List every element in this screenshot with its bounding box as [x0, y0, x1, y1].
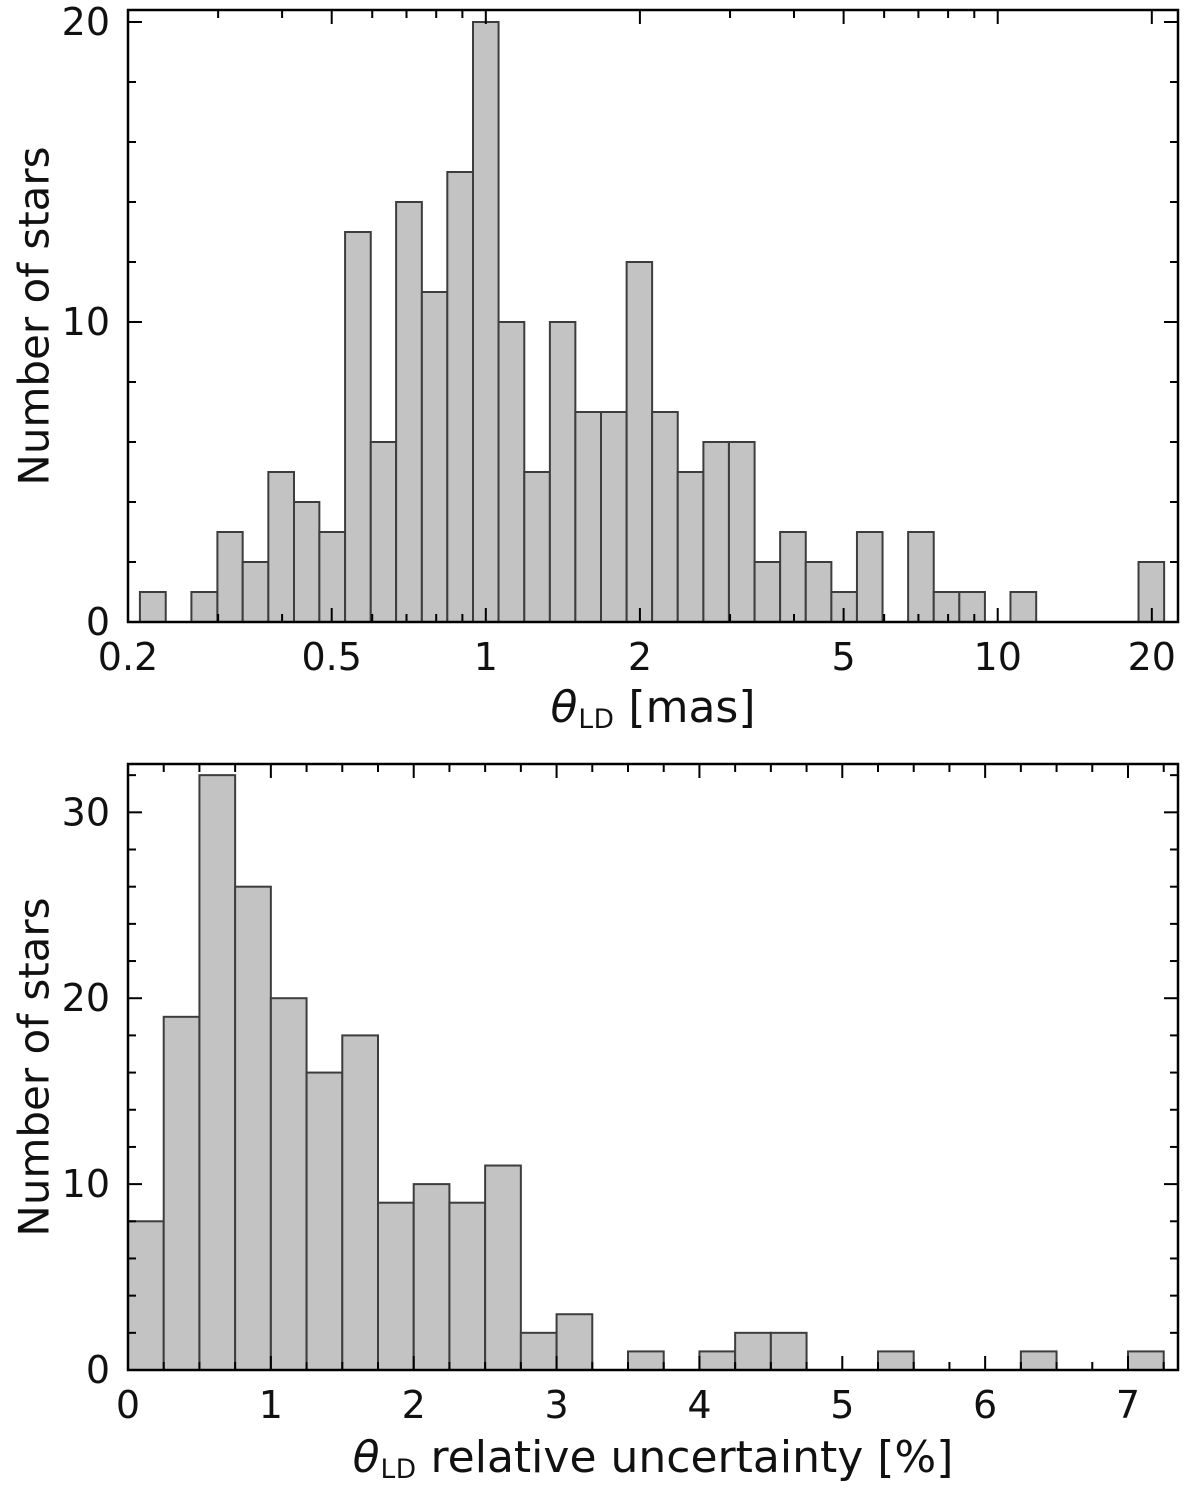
- theta-subscript: LD: [578, 703, 615, 735]
- histogram-bar: [676, 471, 705, 623]
- histogram-bar: [907, 531, 935, 623]
- histogram-bar: [395, 201, 423, 623]
- y-tick-label: 10: [62, 300, 110, 344]
- top-histogram-panel: 0.2 0.5 1 2 5 10 20 0 10 20 Number of stars θLD […: [9, 0, 1180, 752]
- x-tick-label: 10: [974, 635, 1022, 679]
- theta-subscript: LD: [380, 1453, 417, 1485]
- histogram-bar: [412, 1183, 451, 1371]
- histogram-bar: [555, 1313, 594, 1371]
- histogram-bar: [138, 591, 167, 623]
- histogram-bar: [727, 441, 756, 623]
- histogram-bar: [344, 231, 372, 623]
- x-tick-label: 0.2: [98, 635, 158, 679]
- histogram-bar: [753, 561, 782, 623]
- x-tick-label: 0: [116, 1383, 140, 1427]
- histogram-bar: [651, 411, 679, 623]
- histogram-bar: [932, 591, 961, 623]
- y-tick-label: 0: [86, 600, 110, 644]
- histogram-bar: [702, 441, 730, 623]
- histogram-bar: [958, 591, 986, 623]
- histogram-bar: [216, 531, 244, 623]
- histogram-bar: [446, 171, 474, 623]
- histogram-bar: [269, 997, 308, 1371]
- histogram-bar: [1127, 1350, 1165, 1371]
- x-tick-label: 3: [544, 1383, 568, 1427]
- bottom-yaxis-label: Number of stars: [9, 897, 59, 1237]
- histogram-bar: [377, 1201, 415, 1372]
- y-tick-label: 20: [62, 0, 110, 44]
- histogram-bar: [877, 1350, 915, 1371]
- histogram-bar: [293, 501, 321, 623]
- histogram-bar: [420, 291, 449, 623]
- x-tick-label: 1: [259, 1383, 283, 1427]
- histogram-bar: [162, 1015, 201, 1371]
- top-yaxis-label: Number of stars: [9, 146, 59, 486]
- histogram-bar: [574, 411, 603, 623]
- histogram-bar: [341, 1034, 380, 1371]
- histogram-bar: [484, 1164, 522, 1371]
- x-tick-label: 5: [830, 1383, 854, 1427]
- histogram-bar: [369, 441, 398, 623]
- histogram-bar: [234, 885, 272, 1371]
- x-tick-label: 0.5: [301, 635, 361, 679]
- x-tick-label: 7: [1116, 1383, 1140, 1427]
- y-tick-label: 10: [62, 1162, 110, 1206]
- x-tick-label: 5: [832, 635, 856, 679]
- y-tick-label: 20: [62, 976, 110, 1020]
- y-tick-label: 30: [62, 790, 110, 834]
- bottom-xaxis-label: θLD relative uncertainty [%]: [128, 1432, 1178, 1502]
- histogram-bar: [548, 321, 577, 623]
- histogram-bar: [625, 261, 654, 623]
- histogram-bar: [627, 1350, 665, 1371]
- xaxis-label-units: [mas]: [614, 682, 756, 733]
- x-tick-label: 2: [628, 635, 652, 679]
- histogram-bar: [779, 531, 807, 623]
- histogram-bar: [855, 531, 884, 623]
- histogram-bar: [267, 471, 295, 623]
- plot-frame: [126, 762, 1180, 1372]
- histogram-bar: [698, 1350, 737, 1371]
- histogram-bar: [519, 1331, 558, 1372]
- x-tick-label: 1: [474, 635, 498, 679]
- histogram-bar: [198, 774, 237, 1371]
- histogram-bar: [305, 1071, 344, 1371]
- histogram-bar: [1009, 591, 1038, 623]
- bottom-histogram-panel: 0 1 2 3 4 5 6 7 0 10 20 30 Number of stars θLD rela…: [0, 752, 1200, 1504]
- histogram-bar: [734, 1331, 772, 1372]
- plot-frame: [126, 8, 1180, 624]
- histogram-bar: [241, 561, 270, 623]
- histogram-bar: [804, 561, 833, 623]
- x-tick-label: 4: [687, 1383, 711, 1427]
- theta-symbol: θ: [352, 1432, 380, 1483]
- histogram-bar: [523, 471, 551, 623]
- histogram-bar: [190, 591, 219, 623]
- y-tick-label: 0: [86, 1348, 110, 1392]
- histogram-bar: [448, 1201, 487, 1372]
- histogram-bar: [497, 321, 526, 623]
- histogram-bar: [1019, 1350, 1058, 1371]
- uncertainty-histogram-chart: 0 1 2 3 4 5 6 7 0 10 20 30: [62, 762, 1180, 1427]
- x-tick-label: 20: [1128, 635, 1176, 679]
- histogram-bar: [472, 21, 500, 623]
- histogram-bar: [600, 411, 628, 623]
- theta-symbol: θ: [550, 682, 578, 733]
- theta-histogram-chart: 0.2 0.5 1 2 5 10 20 0 10 20: [62, 0, 1180, 679]
- x-tick-label: 2: [402, 1383, 426, 1427]
- histogram-bar: [769, 1331, 808, 1372]
- xaxis-label-units: relative uncertainty [%]: [416, 1432, 954, 1483]
- x-tick-label: 6: [973, 1383, 997, 1427]
- top-xaxis-label: θLD [mas]: [128, 682, 1178, 752]
